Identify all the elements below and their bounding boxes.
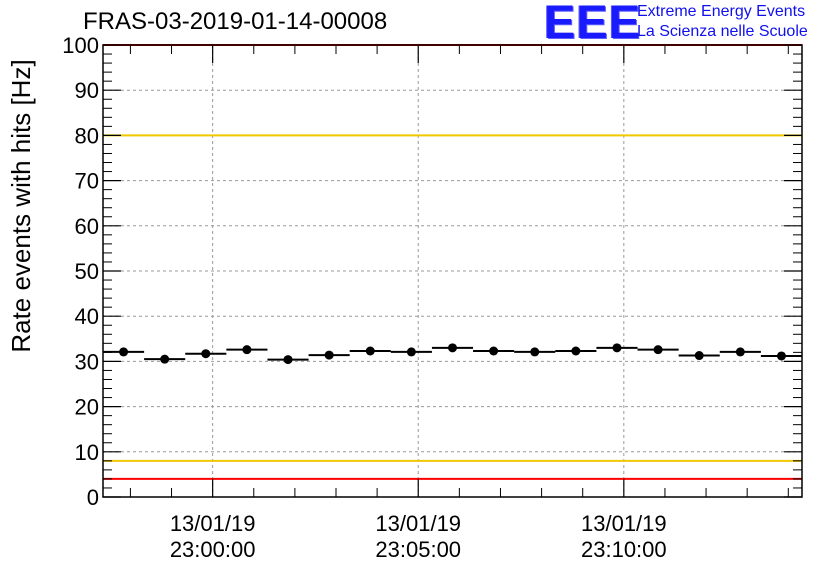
data-point (406, 347, 416, 357)
x-tick-date: 13/01/19 (170, 511, 256, 536)
data-point (365, 346, 375, 356)
data-point (653, 345, 663, 355)
data-point (448, 343, 457, 353)
data-point (119, 347, 129, 357)
x-tick-time: 23:10:00 (581, 537, 667, 562)
y-tick-label: 90 (75, 78, 99, 103)
y-axis-title: Rate events with hits [Hz] (6, 59, 36, 352)
reference-lines (103, 44, 802, 480)
y-tick-label: 30 (75, 349, 99, 374)
y-tick-label: 50 (75, 259, 99, 284)
data-point (612, 343, 622, 353)
y-tick-label: 60 (75, 214, 99, 239)
y-tick-label: 100 (62, 33, 99, 58)
y-tick-labels: 0 10 20 30 40 50 60 70 80 90 100 (62, 33, 99, 510)
y-tick-label: 20 (75, 395, 99, 420)
page-title: FRAS-03-2019-01-14-00008 (83, 8, 388, 35)
grid (103, 45, 802, 497)
y-tick-label: 80 (75, 123, 99, 148)
data-series (103, 343, 802, 365)
axis-ticks (103, 44, 802, 498)
x-tick-time: 23:05:00 (375, 537, 461, 562)
data-point (694, 351, 704, 361)
data-point (571, 346, 581, 356)
y-tick-label: 0 (87, 485, 99, 510)
y-tick-label: 40 (75, 304, 99, 329)
x-tick-labels: 13/01/1923:00:0013/01/1923:05:0013/01/19… (170, 511, 667, 562)
data-point (530, 347, 540, 357)
x-tick-date: 13/01/19 (375, 511, 461, 536)
y-tick-label: 70 (75, 169, 99, 194)
logo-tagline-2: La Scienza nelle Scuole (637, 23, 808, 40)
data-point (283, 355, 293, 365)
data-point (735, 347, 745, 357)
logo-tagline-1: Extreme Energy Events (637, 3, 806, 20)
data-point (201, 349, 211, 359)
data-point (776, 351, 786, 361)
data-point (324, 350, 334, 360)
eee-logo-mark: EEE (544, 0, 642, 48)
x-tick-date: 13/01/19 (581, 511, 667, 536)
data-point (160, 354, 170, 364)
data-point (242, 345, 252, 355)
data-point (489, 346, 499, 356)
x-tick-time: 23:00:00 (170, 537, 256, 562)
y-tick-label: 10 (75, 440, 99, 465)
